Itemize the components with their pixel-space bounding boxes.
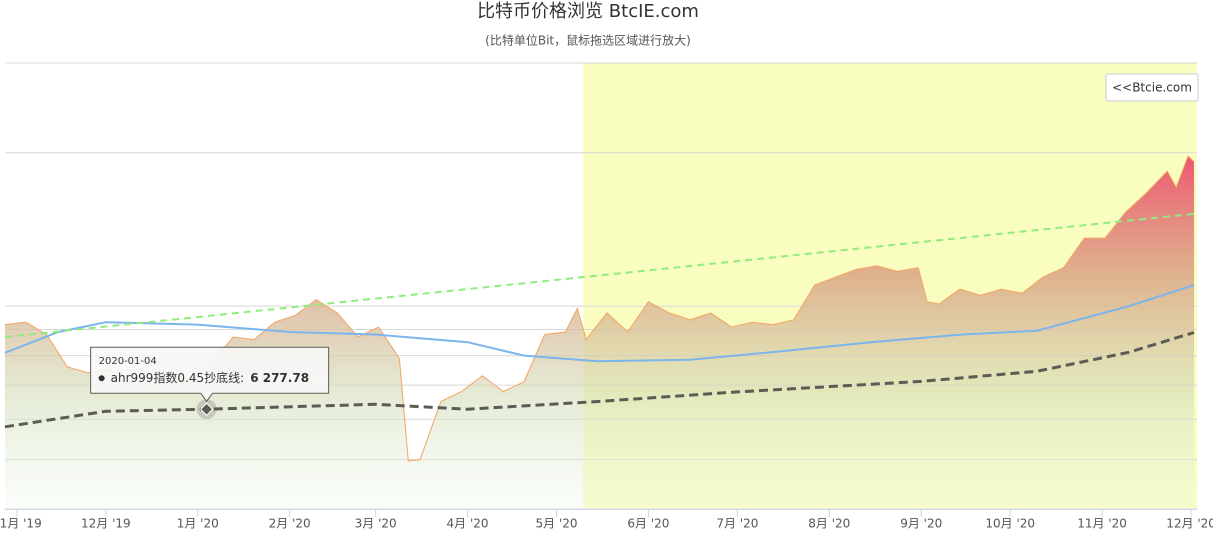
x-tick-label: 12月 '19	[81, 517, 131, 531]
chart-subtitle: (比特单位Bit，鼠标拖选区域进行放大)	[485, 33, 691, 48]
button-label[interactable]: <<Btcie.com	[1112, 81, 1192, 95]
price-area	[5, 156, 1195, 509]
button-box[interactable]	[1105, 73, 1199, 102]
chart-title: 比特币价格浏览 BtcIE.com	[477, 1, 699, 22]
x-tick-label: 4月 '20	[447, 517, 489, 531]
tooltip-separator: :	[240, 371, 244, 385]
x-tick-label: 8月 '20	[808, 517, 850, 531]
tooltip-text: ahr999指数0.45抄底线: 6 277.78	[111, 370, 309, 385]
x-tick-label: 9月 '20	[900, 517, 942, 531]
x-tick-label: 2月 '20	[269, 517, 311, 531]
dashed-line	[4, 212, 1198, 338]
x-tick-label: 11月 '19	[0, 517, 42, 531]
tooltip-series: ahr999指数0.45抄底线	[111, 370, 241, 385]
x-tick-label: 7月 '20	[716, 517, 758, 531]
x-tick-label: 5月 '20	[536, 517, 578, 531]
x-tick-label: 11月 '20	[1077, 517, 1127, 531]
tooltip-box	[90, 346, 330, 403]
zoom-button[interactable]: <<Btcie.com	[1105, 73, 1199, 102]
hover-marker	[199, 402, 214, 416]
tooltip-bullet	[98, 375, 105, 382]
dashed-line	[4, 331, 1195, 429]
tooltip-value: 6 277.78	[250, 371, 309, 385]
x-tick-label: 1月 '20	[177, 517, 219, 531]
line	[4, 284, 1195, 363]
x-tick-label: 10月 '20	[985, 517, 1035, 531]
x-tick-label: 6月 '20	[627, 517, 669, 531]
x-tick-label: 12月 '20	[1166, 517, 1213, 531]
tooltip-date: 2020-01-04	[99, 356, 157, 367]
x-tick-label: 3月 '20	[355, 517, 397, 531]
